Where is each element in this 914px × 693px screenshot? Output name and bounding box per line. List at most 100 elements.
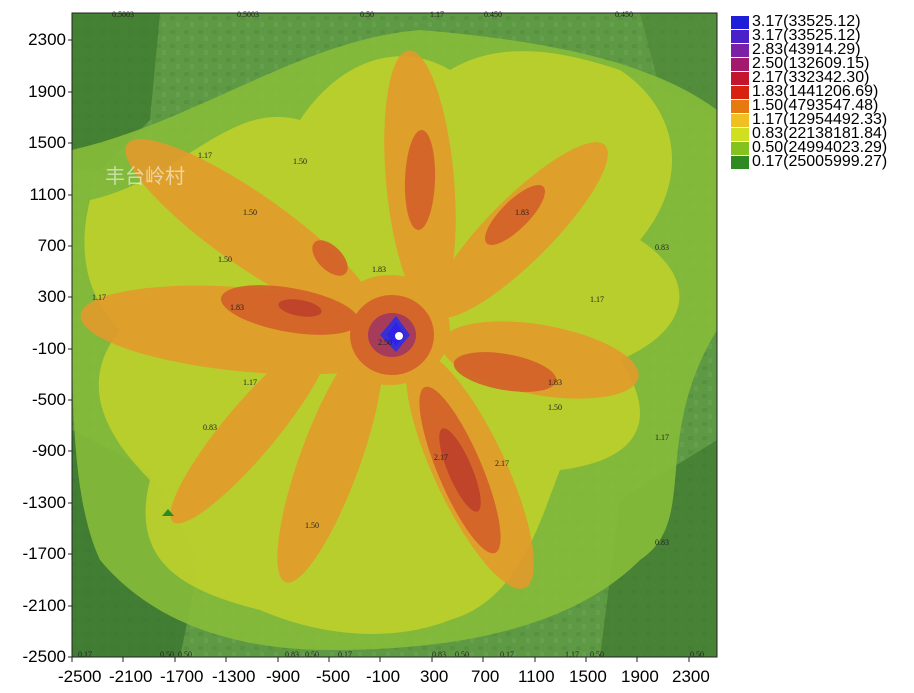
edge-label-top: 0.450 [615, 10, 633, 19]
edge-label-bottom: 0.50 [690, 650, 704, 659]
edge-label-bottom: 0.17 [500, 650, 514, 659]
legend-label: 0.50(24994023.29) [752, 139, 888, 156]
x-tick-label: -1700 [160, 667, 204, 686]
contour-label: 1.17 [590, 295, 604, 304]
y-tick-label: 1100 [29, 185, 66, 204]
legend-row: 1.17(12954492.33) [731, 111, 913, 128]
x-tick-label: -2100 [109, 667, 153, 686]
x-tick-label: -1300 [212, 667, 256, 686]
edge-label-top: 0.5003 [237, 10, 259, 19]
y-tick-label: -900 [31, 441, 66, 460]
legend-swatch [731, 142, 749, 155]
x-tick-label: 1500 [569, 667, 607, 686]
y-tick-label: 1500 [28, 133, 66, 152]
y-tick-label: -1300 [22, 493, 66, 512]
edge-label-bottom: 0.50 [178, 650, 192, 659]
edge-label-bottom: 1.17 [565, 650, 579, 659]
contour-label: 1.83 [515, 208, 529, 217]
legend-row: 2.83(43914.29) [731, 41, 913, 58]
contour-label: 1.17 [92, 293, 106, 302]
x-tick-label: 2300 [672, 667, 710, 686]
contour-label: 1.17 [655, 433, 669, 442]
x-tick-label: -2500 [58, 667, 102, 686]
legend-swatch [731, 86, 749, 99]
legend-row: 0.50(24994023.29) [731, 139, 913, 156]
y-axis-ticks [68, 39, 72, 658]
edge-label-bottom: 0.17 [78, 650, 92, 659]
edge-label-bottom: 0.50 [455, 650, 469, 659]
edge-label-bottom: 0.50 [305, 650, 319, 659]
legend-swatch [731, 128, 749, 141]
y-tick-label: 700 [37, 236, 66, 255]
legend-label: 1.50(4793547.48) [752, 97, 879, 114]
y-tick-label: 2300 [28, 30, 66, 49]
legend-swatch [731, 156, 749, 169]
contour-label: 0.83 [655, 243, 669, 252]
contour-label: 1.83 [548, 378, 562, 387]
y-tick-label: -500 [31, 390, 66, 409]
contour-label: 1.50 [293, 157, 307, 166]
legend-label: 0.83(22138181.84) [752, 125, 888, 142]
x-axis-ticks [71, 657, 690, 662]
legend-swatch [731, 16, 749, 29]
x-tick-label: 300 [420, 667, 449, 686]
contour-label: 1.50 [218, 255, 232, 264]
legend-label: 2.83(43914.29) [752, 41, 861, 58]
legend-row: 2.17(332342.30) [731, 69, 913, 86]
edge-label-bottom: 0.17 [338, 650, 352, 659]
legend-row: 3.17(33525.12) [731, 27, 913, 44]
edge-label-top: 0.5003 [112, 10, 134, 19]
y-tick-label: -2100 [22, 596, 66, 615]
legend-label: 3.17(33525.12) [752, 27, 861, 44]
legend-row: 1.83(1441206.69) [731, 83, 913, 100]
edge-label-bottom: 0.83 [432, 650, 446, 659]
legend-row: 0.17(25005999.27) [731, 153, 913, 170]
edge-label-bottom: 0.50 [160, 650, 174, 659]
legend-label: 1.83(1441206.69) [752, 83, 879, 100]
y-tick-label: -2500 [22, 647, 66, 666]
x-tick-label: 1900 [621, 667, 659, 686]
legend-swatch [731, 72, 749, 85]
contour-zone-217 [439, 428, 481, 512]
contour-label: 1.50 [548, 403, 562, 412]
y-tick-label: -1700 [22, 544, 66, 563]
legend-row: 0.83(22138181.84) [731, 125, 913, 142]
legend-label: 2.17(332342.30) [752, 69, 870, 86]
x-tick-label: 1100 [518, 667, 555, 686]
contour-label: 1.83 [372, 265, 386, 274]
legend-row: 1.50(4793547.48) [731, 97, 913, 114]
contour-label: 0.83 [655, 538, 669, 547]
x-tick-label: 700 [471, 667, 500, 686]
contour-label: 2.17 [495, 459, 509, 468]
legend-label: 2.50(132609.15) [752, 55, 870, 72]
legend-label: 1.17(12954492.33) [752, 111, 888, 128]
contour-label: 2.50 [378, 338, 392, 347]
legend-swatch [731, 30, 749, 43]
edge-label-bottom: 0.83 [285, 650, 299, 659]
contour-label: 1.17 [198, 151, 212, 160]
contour-label: 2.17 [434, 453, 448, 462]
x-tick-label: -900 [266, 667, 301, 686]
legend-label: 3.17(33525.12) [752, 13, 861, 30]
x-tick-label: -500 [316, 667, 351, 686]
contour-label: 0.83 [203, 423, 217, 432]
legend-row: 2.50(132609.15) [731, 55, 913, 72]
plot-frame [71, 12, 718, 658]
legend-row: 3.17(33525.12) [731, 13, 913, 30]
edge-label-top: 0.450 [484, 10, 502, 19]
contour-label: 1.17 [243, 378, 257, 387]
legend-label: 0.17(25005999.27) [752, 153, 888, 170]
contour-label: 1.50 [305, 521, 319, 530]
edge-label-top: 1.17 [430, 10, 444, 19]
y-tick-label: 300 [37, 287, 66, 306]
edge-label-bottom: 0.50 [590, 650, 604, 659]
contour-label: 1.83 [230, 303, 244, 312]
legend-swatch [731, 100, 749, 113]
x-tick-label: -100 [366, 667, 401, 686]
legend-swatch [731, 114, 749, 127]
legend-swatch [731, 44, 749, 57]
edge-label-top: 0.50 [360, 10, 374, 19]
map-place-label: 丰台岭村 [105, 164, 185, 188]
legend-swatch [731, 58, 749, 71]
